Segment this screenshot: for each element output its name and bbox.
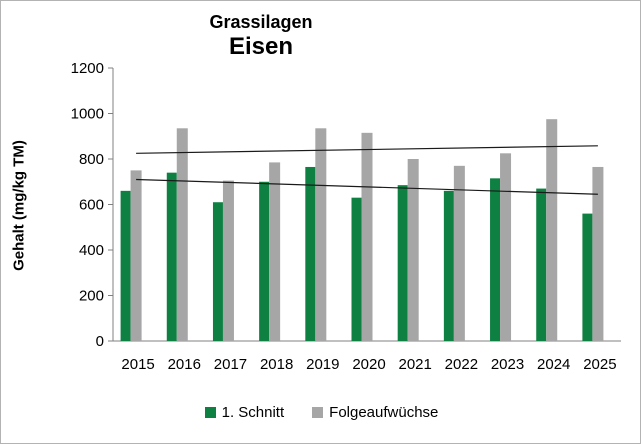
legend-swatch-green-icon <box>204 407 216 418</box>
x-tick-label-2015: 2015 <box>121 356 154 373</box>
bar-1-schnitt-2022 <box>443 190 454 341</box>
x-tick-label-2024: 2024 <box>537 356 570 373</box>
y-tick-label: 800 <box>79 151 104 168</box>
y-tick-label: 1200 <box>71 60 104 77</box>
y-tick-label: 1000 <box>71 106 104 123</box>
y-tick-label: 600 <box>79 197 104 214</box>
legend-item-folgeaufwuechse: Folgeaufwüchse <box>312 404 438 421</box>
x-tick-label-2019: 2019 <box>306 356 339 373</box>
bar-1-schnitt-2016 <box>166 172 177 341</box>
x-tick-label-2022: 2022 <box>445 356 478 373</box>
bar-folgeaufwuechse-2024 <box>546 119 558 341</box>
x-tick-label-2021: 2021 <box>398 356 431 373</box>
legend-swatch-gray-icon <box>312 407 324 418</box>
bar-1-schnitt-2018 <box>259 181 270 341</box>
x-tick-label-2023: 2023 <box>491 356 524 373</box>
bar-folgeaufwuechse-2017 <box>222 180 234 341</box>
y-tick-label: 400 <box>79 242 104 259</box>
legend-label: 1. Schnitt <box>221 404 285 421</box>
trend-folgeaufwuechse <box>136 145 598 154</box>
chart-subtitle: Eisen <box>228 33 294 60</box>
y-tick-label: 200 <box>79 288 104 305</box>
bar-folgeaufwuechse-2022 <box>453 165 465 341</box>
bar-1-schnitt-2024 <box>536 188 547 341</box>
bar-folgeaufwuechse-2020 <box>361 132 373 341</box>
bar-folgeaufwuechse-2021 <box>407 159 419 341</box>
bar-folgeaufwuechse-2018 <box>269 162 281 341</box>
x-tick-label-2018: 2018 <box>260 356 293 373</box>
x-tick-label-2016: 2016 <box>168 356 201 373</box>
bar-1-schnitt-2021 <box>397 185 408 341</box>
bar-1-schnitt-2015 <box>120 190 131 341</box>
bar-1-schnitt-2025 <box>582 213 593 341</box>
chart-title: Grassilagen <box>209 12 313 32</box>
bar-folgeaufwuechse-2015 <box>130 170 142 341</box>
x-tick-label-2017: 2017 <box>214 356 247 373</box>
trend-1-schnitt <box>136 178 598 195</box>
y-tick-label: 0 <box>96 333 104 350</box>
bar-folgeaufwuechse-2019 <box>315 128 327 341</box>
x-tick-label-2025: 2025 <box>583 356 616 373</box>
chart-title-block: Grassilagen Eisen <box>1 11 521 60</box>
bar-1-schnitt-2023 <box>490 178 501 341</box>
bar-1-schnitt-2020 <box>351 197 362 341</box>
bar-folgeaufwuechse-2023 <box>500 153 512 341</box>
legend-label: Folgeaufwüchse <box>329 404 439 421</box>
bar-folgeaufwuechse-2025 <box>592 166 604 341</box>
bar-folgeaufwuechse-2016 <box>176 128 188 341</box>
legend-item-1-schnitt: 1. Schnitt <box>204 404 285 421</box>
x-tick-label-2020: 2020 <box>352 356 385 373</box>
bar-1-schnitt-2017 <box>212 202 223 341</box>
legend: 1. Schnitt Folgeaufwüchse <box>1 404 640 421</box>
bar-1-schnitt-2019 <box>305 166 316 341</box>
